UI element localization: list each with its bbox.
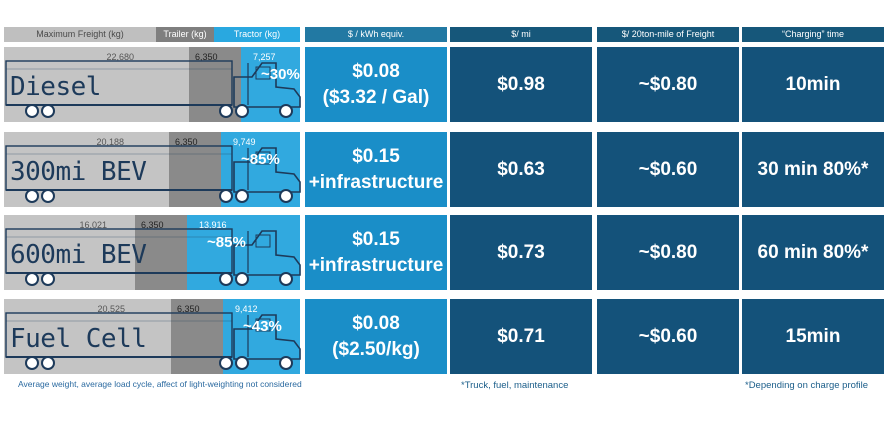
header-tractor: Tractor (kg) <box>214 27 300 42</box>
trailer-weight-bar <box>169 132 221 207</box>
tractor-weight-label: 9,412 <box>235 304 258 314</box>
charging-time-cell: 30 min 80%* <box>742 132 884 207</box>
efficiency-label: ~43% <box>243 318 282 335</box>
truck-illustration <box>5 145 301 203</box>
trailer-weight-label: 6,350 <box>195 52 218 62</box>
footnote-charging: *Depending on charge profile <box>745 380 869 391</box>
per-mile-cost-cell: $0.73 <box>450 215 592 290</box>
truck-type-label: Fuel Cell <box>10 324 147 354</box>
kwh-cost-note: ($3.32 / Gal) <box>322 86 430 108</box>
trailer-weight-label: 6,350 <box>177 304 200 314</box>
trailer-weight-label: 6,350 <box>141 220 164 230</box>
truck-type-label: 300mi BEV <box>10 157 147 187</box>
tractor-weight-label: 7,257 <box>253 52 276 62</box>
trailer-weight-label: 6,350 <box>175 137 198 147</box>
header-per-ton-mile: $/ 20ton-mile of Freight <box>597 27 739 42</box>
header-per-mile: $/ mi <box>450 27 592 42</box>
kwh-cost-value: $0.08 <box>352 60 400 82</box>
charging-time-cell: 60 min 80%* <box>742 215 884 290</box>
footnote-per-mile: *Truck, fuel, maintenance <box>461 380 569 391</box>
trailer-weight-bar <box>171 299 223 374</box>
efficiency-label: ~30% <box>261 66 300 83</box>
freight-weight-label: 22,680 <box>106 52 135 62</box>
trailer-weight-bar <box>135 215 187 290</box>
tractor-weight-label: 9,749 <box>233 137 256 147</box>
per-mile-cost-cell: $0.63 <box>450 132 592 207</box>
truck-illustration <box>5 60 301 118</box>
freight-weight-label: 20,188 <box>96 137 125 147</box>
kwh-cost-note: +infrastructure <box>308 171 444 193</box>
freight-weight-label: 16,021 <box>79 220 108 230</box>
charging-time-cell: 15min <box>742 299 884 374</box>
freight-weight-label: 20,525 <box>97 304 126 314</box>
charging-time-cell: 10min <box>742 47 884 122</box>
per-ton-mile-cost-cell: ~$0.60 <box>597 132 739 207</box>
truck-type-label: Diesel <box>10 72 101 102</box>
efficiency-label: ~85% <box>241 151 280 168</box>
footnote-weights: Average weight, average load cycle, affe… <box>18 379 302 389</box>
efficiency-label: ~85% <box>207 234 246 251</box>
per-ton-mile-cost-cell: ~$0.60 <box>597 299 739 374</box>
kwh-cost-cell: $0.15 +infrastructure <box>305 215 447 290</box>
kwh-cost-cell: $0.08 ($3.32 / Gal) <box>305 47 447 122</box>
header-charging: “Charging” time <box>742 27 884 42</box>
kwh-cost-note: ($2.50/kg) <box>332 338 420 360</box>
header-max-freight: Maximum Freight (kg) <box>4 27 156 42</box>
kwh-cost-value: $0.15 <box>352 145 400 167</box>
kwh-cost-cell: $0.15 +infrastructure <box>305 132 447 207</box>
tractor-weight-label: 13,916 <box>199 220 227 230</box>
header-kwh: $ / kWh equiv. <box>305 27 447 42</box>
truck-type-label: 600mi BEV <box>10 240 147 270</box>
kwh-cost-note: +infrastructure <box>308 254 444 276</box>
kwh-cost-value: $0.15 <box>352 228 400 250</box>
truck-illustration <box>5 312 301 370</box>
per-mile-cost-cell: $0.71 <box>450 299 592 374</box>
header-trailer: Trailer (kg) <box>156 27 214 42</box>
per-ton-mile-cost-cell: ~$0.80 <box>597 215 739 290</box>
per-ton-mile-cost-cell: ~$0.80 <box>597 47 739 122</box>
per-mile-cost-cell: $0.98 <box>450 47 592 122</box>
kwh-cost-value: $0.08 <box>352 312 400 334</box>
truck-illustration <box>5 228 301 286</box>
kwh-cost-cell: $0.08 ($2.50/kg) <box>305 299 447 374</box>
